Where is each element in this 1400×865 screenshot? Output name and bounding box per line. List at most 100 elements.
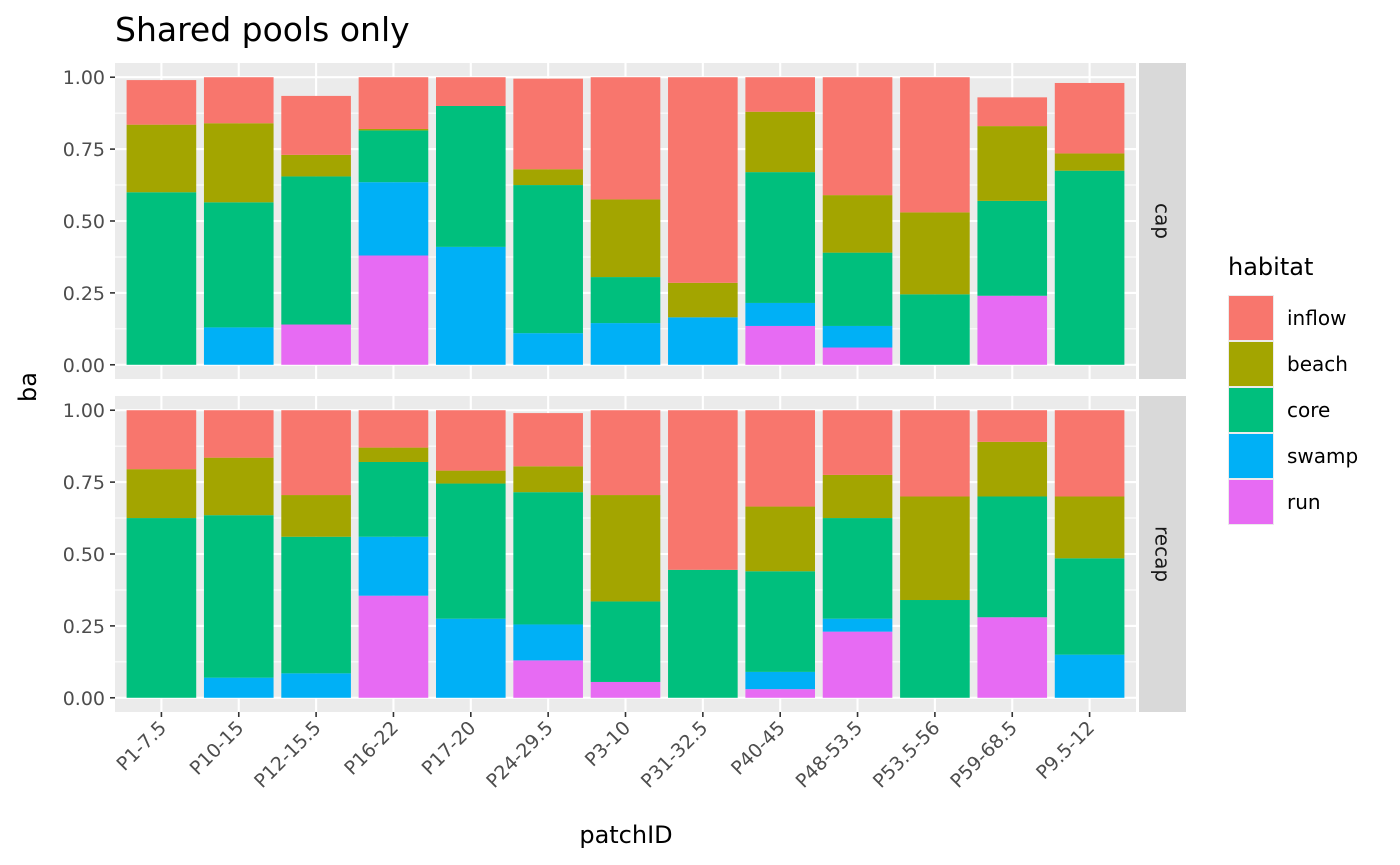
bar-segment-beach [126,469,197,519]
legend-label-core: core [1287,398,1330,422]
facet-label: recap [1151,526,1175,582]
bar-segment-swamp [822,325,893,348]
bar-segment-inflow [590,410,661,496]
x-tick-label: P9.5-12 [1032,717,1099,784]
bar-segment-core [745,172,816,303]
y-tick-label: 1.00 [63,400,105,422]
x-tick-label: P17-20 [418,717,481,780]
bar-segment-beach [513,169,583,186]
legend-swatch-core [1229,388,1273,432]
bar-segment-swamp [281,673,351,698]
bar-segment-inflow [203,410,274,458]
bar-segment-beach [281,154,351,177]
bar-segment-inflow [822,410,893,475]
bar-segment-inflow [1054,82,1125,154]
legend-swatch-run [1229,480,1273,524]
bar-segment-inflow [513,78,583,170]
bar-segment-core [977,200,1048,296]
bar-segment-beach [900,212,970,295]
bar-segment-core [126,192,197,365]
bar-segment-run [977,617,1048,698]
bar-segment-core [281,176,351,325]
bar-segment-inflow [590,77,661,200]
bar-segment-inflow [977,97,1048,127]
bar-segment-beach [281,495,351,537]
bar-segment-inflow [358,410,429,448]
bar-segment-run [590,681,661,698]
bar-segment-inflow [745,410,816,507]
y-tick-label: 0.75 [63,472,105,494]
x-tick-label: P48-53.5 [792,717,868,793]
bar-segment-beach [977,126,1048,201]
x-tick-label: P31-32.5 [637,717,713,793]
y-tick-label: 0.00 [63,688,105,710]
bar-segment-inflow [900,77,970,213]
bar-segment-run [358,255,429,365]
bar-segment-inflow [513,413,583,467]
bar-segment-beach [590,199,661,278]
bar-segment-inflow [1054,410,1125,497]
bar-segment-inflow [745,77,816,112]
bar-segment-core [513,492,583,625]
bar-segment-run [358,595,429,698]
bar-segment-beach [977,441,1048,497]
panels: 0.00 0.25 0.50 0.75 1.00 cap 0.00 0.25 0.50 0.75 1… [63,63,1186,712]
panel-recap: 0.00 0.25 0.50 0.75 1.00 recap [63,396,1186,712]
y-axis-title: ba [14,372,42,402]
bar-segment-core [435,105,506,247]
bar-segment-beach [822,474,893,519]
bar-segment-run [745,325,816,365]
x-tick-label: P12-15.5 [250,717,326,793]
bar-segment-beach [822,195,893,253]
bar-segment-beach [1054,496,1125,559]
bar-segment-swamp [203,327,274,365]
legend-swatch-beach [1229,342,1273,386]
bar-segment-core [590,277,661,324]
bar-segment-core [203,515,274,678]
bar-segment-swamp [435,246,506,365]
bar-segment-swamp [358,536,429,596]
x-tick-label: P59-68.5 [946,717,1022,793]
y-tick-label: 0.50 [63,211,105,233]
chart-title: Shared pools only [115,10,410,49]
legend-swatch-inflow [1229,296,1273,340]
x-tick-label: P53.5-56 [869,717,945,793]
bar-segment-core [358,130,429,183]
bar-segment-core [668,569,738,698]
facet-strip [1139,63,1186,379]
x-tick-label: P3-10 [581,717,635,771]
x-axis-title: patchID [579,821,672,849]
y-tick-label: 0.50 [63,544,105,566]
bar-segment-beach [900,496,970,601]
y-tick-label: 0.25 [63,616,105,638]
bar-segment-core [822,518,893,619]
bar-segment-core [435,483,506,619]
bar-segment-beach [358,447,429,462]
bar-segment-beach [590,495,661,602]
legend: habitat inflow beach core swamp run [1228,253,1358,525]
bar-segment-run [822,631,893,698]
legend-title: habitat [1228,253,1313,281]
bar-segment-inflow [203,77,274,124]
bar-segment-swamp [435,618,506,698]
bar-segment-core [203,202,274,328]
y-tick-label: 0.25 [63,283,105,305]
legend-swatch-swamp [1229,434,1273,478]
bar-segment-swamp [513,333,583,365]
facet-strip [1139,396,1186,712]
bar-segment-swamp [668,317,738,365]
bar-segment-swamp [590,323,661,365]
bar-segment-inflow [668,77,738,283]
bar-segment-swamp [745,671,816,690]
panel-cap: 0.00 0.25 0.50 0.75 1.00 cap [63,63,1186,379]
bar-segment-inflow [822,77,893,196]
bar-segment-beach [668,282,738,318]
bar-segment-beach [1054,153,1125,171]
bar-segment-core [513,185,583,334]
facet-label: cap [1151,203,1175,239]
x-tick-label: P16-22 [340,717,403,780]
bar-segment-core [745,571,816,672]
bar-segment-swamp [513,624,583,661]
bar-segment-core [358,461,429,537]
x-axis-ticks: P1-7.5 P10-15 P12-15.5 P16-22 P17-20 P24-29.5… [113,712,1099,793]
